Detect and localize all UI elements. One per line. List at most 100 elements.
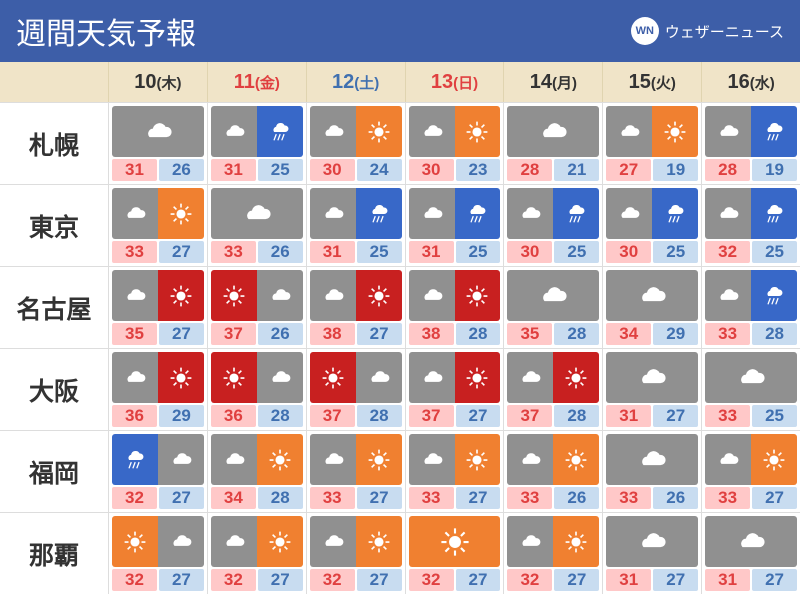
temp-high: 33 (211, 241, 256, 263)
weather-icon (705, 106, 797, 157)
forecast-cell: 3227 (405, 513, 504, 594)
forecast-cell: 3127 (602, 349, 701, 430)
temp-high: 36 (112, 405, 157, 427)
temp-high: 37 (507, 405, 552, 427)
forecast-cell: 3127 (602, 513, 701, 594)
forecast-cell: 3125 (405, 185, 504, 266)
brand-logo: WN ウェザーニュース (631, 17, 784, 45)
forecast-cell: 2719 (602, 103, 701, 184)
weather-icon (112, 270, 204, 321)
temp-low: 21 (554, 159, 599, 181)
temp-high: 37 (211, 323, 256, 345)
forecast-cell: 3429 (602, 267, 701, 348)
city-row: 名古屋3527372638273828352834293328 (0, 266, 800, 348)
temps: 2719 (606, 159, 698, 181)
weather-icon (409, 188, 501, 239)
temps: 3327 (112, 241, 204, 263)
temp-low: 28 (357, 405, 402, 427)
temp-low: 27 (258, 569, 303, 591)
temp-low: 29 (159, 405, 204, 427)
temps: 3528 (507, 323, 599, 345)
weather-icon (507, 270, 599, 321)
temp-high: 28 (507, 159, 552, 181)
weather-icon (705, 270, 797, 321)
temp-high: 37 (310, 405, 355, 427)
temp-high: 33 (409, 487, 454, 509)
forecast-cell: 3327 (701, 431, 800, 512)
temp-low: 28 (258, 487, 303, 509)
temps: 3527 (112, 323, 204, 345)
temp-high: 33 (507, 487, 552, 509)
forecast-cell: 3326 (602, 431, 701, 512)
temp-high: 32 (409, 569, 454, 591)
temp-low: 28 (752, 323, 797, 345)
temps: 3127 (606, 405, 698, 427)
weather-icon (112, 106, 204, 157)
temp-high: 35 (507, 323, 552, 345)
weather-icon (705, 516, 797, 567)
forecast-cell: 3726 (207, 267, 306, 348)
day-header: 14(月) (503, 62, 602, 102)
temp-low: 27 (456, 487, 501, 509)
temp-high: 31 (211, 159, 256, 181)
temps: 2819 (705, 159, 797, 181)
forecast-cell: 3428 (207, 431, 306, 512)
temps: 3023 (409, 159, 501, 181)
weather-icon (211, 106, 303, 157)
temp-low: 27 (456, 405, 501, 427)
temp-low: 27 (357, 487, 402, 509)
forecast-table: 週間天気予報 WN ウェザーニュース 10(木)11(金)12(土)13(日)1… (0, 0, 800, 600)
weather-icon (507, 516, 599, 567)
brand-text: ウェザーニュース (665, 21, 784, 42)
weather-icon (409, 270, 501, 321)
temps: 3227 (211, 569, 303, 591)
temps: 3127 (606, 569, 698, 591)
temp-low: 27 (554, 569, 599, 591)
corner-spacer (0, 62, 108, 102)
temp-high: 35 (112, 323, 157, 345)
forecast-cell: 3127 (701, 513, 800, 594)
city-label: 東京 (0, 185, 108, 266)
forecast-cell: 3728 (306, 349, 405, 430)
temps: 3126 (112, 159, 204, 181)
forecast-cell: 3828 (405, 267, 504, 348)
forecast-cell: 3727 (405, 349, 504, 430)
forecast-cell: 3025 (602, 185, 701, 266)
weather-icon (112, 352, 204, 403)
forecast-cell: 3528 (503, 267, 602, 348)
weather-icon (112, 434, 204, 485)
forecast-cell: 3125 (306, 185, 405, 266)
city-row: 那覇3227322732273227322731273127 (0, 512, 800, 594)
temps: 3727 (409, 405, 501, 427)
temp-high: 33 (705, 405, 750, 427)
temps: 3726 (211, 323, 303, 345)
temp-low: 25 (258, 159, 303, 181)
city-label: 大阪 (0, 349, 108, 430)
temp-high: 36 (211, 405, 256, 427)
weather-icon (606, 516, 698, 567)
weather-icon (211, 434, 303, 485)
forecast-cell: 3225 (701, 185, 800, 266)
forecast-cell: 3227 (306, 513, 405, 594)
temp-high: 34 (211, 487, 256, 509)
temp-low: 26 (653, 487, 698, 509)
weather-icon (310, 106, 402, 157)
forecast-cell: 3827 (306, 267, 405, 348)
temp-high: 27 (606, 159, 651, 181)
day-header: 12(土) (306, 62, 405, 102)
weather-icon (310, 352, 402, 403)
temps: 3328 (705, 323, 797, 345)
temp-low: 27 (456, 569, 501, 591)
day-header: 16(水) (701, 62, 800, 102)
weather-icon (310, 188, 402, 239)
forecast-cell: 3328 (701, 267, 800, 348)
forecast-cell: 3327 (108, 185, 207, 266)
temps: 3125 (310, 241, 402, 263)
weather-icon (409, 516, 501, 567)
city-label: 名古屋 (0, 267, 108, 348)
day-header: 10(木) (108, 62, 207, 102)
temp-low: 28 (554, 323, 599, 345)
temp-high: 33 (606, 487, 651, 509)
temps: 3327 (310, 487, 402, 509)
forecast-cell: 3527 (108, 267, 207, 348)
